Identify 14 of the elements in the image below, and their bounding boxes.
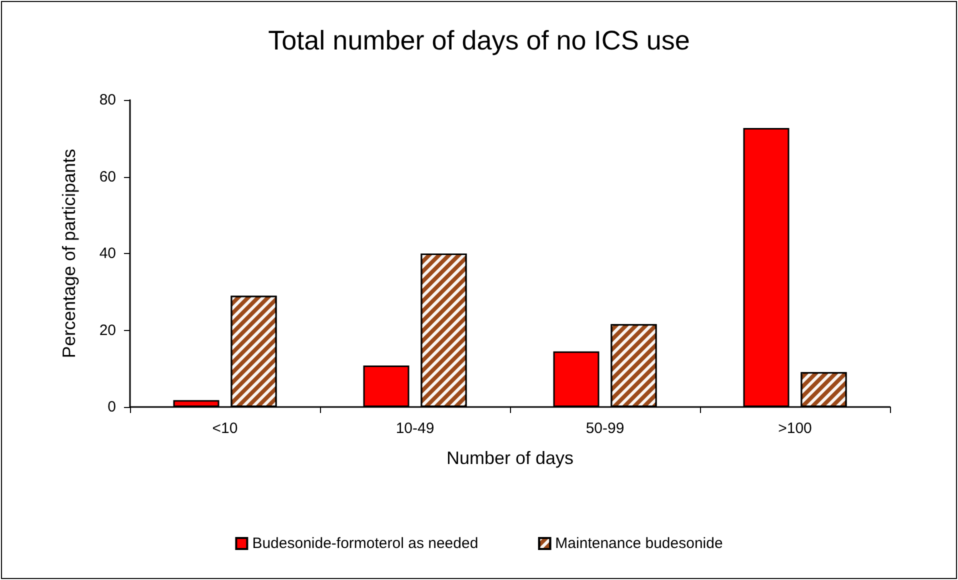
y-tick-label: 20: [99, 322, 116, 339]
x-tick-label: >100: [778, 420, 812, 437]
x-tick-label: 10-49: [396, 420, 434, 437]
y-tick-label: 80: [99, 92, 116, 108]
chart-title: Total number of days of no ICS use: [268, 26, 690, 56]
x-tick-label: <10: [212, 420, 238, 437]
legend-label: Maintenance budesonide: [555, 535, 723, 552]
y-tick-label: 40: [99, 245, 116, 262]
x-tick-label: 50-99: [586, 420, 624, 437]
x-axis-title: Number of days: [446, 448, 574, 468]
legend-label: Budesonide-formoterol as needed: [252, 535, 478, 552]
y-tick-label: 60: [99, 168, 116, 186]
y-axis-title: Percentage of participants: [59, 148, 79, 358]
y-tick-label: 0: [108, 398, 116, 416]
